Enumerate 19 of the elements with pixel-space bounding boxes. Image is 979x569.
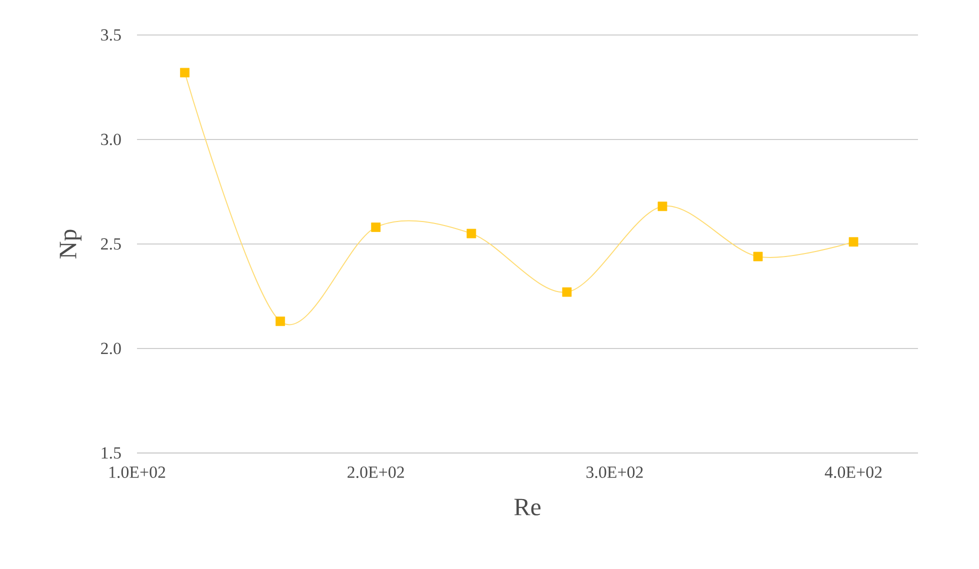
point	[371, 222, 381, 232]
y-axis-title: Np	[60, 230, 82, 258]
point	[276, 316, 286, 326]
y-tick-label: 3.0	[101, 134, 121, 146]
x-tick-label: 1.0E+02	[109, 466, 166, 478]
x-tick-label: 2.0E+02	[348, 466, 404, 478]
y-tick-label: 2.5	[101, 238, 121, 250]
point	[658, 202, 668, 212]
point	[848, 237, 858, 247]
y-tick-label: 3.5	[101, 29, 121, 41]
point	[562, 287, 572, 297]
point	[466, 228, 476, 238]
x-tick-label: 3.0E+02	[586, 466, 643, 478]
y-tick-label: 2.0	[101, 342, 121, 354]
point	[753, 252, 763, 262]
x-axis-title: Re	[514, 498, 540, 516]
y-tick-label: 1.5	[102, 447, 121, 459]
x-tick-label: 4.0E+02	[824, 466, 882, 478]
point	[180, 68, 190, 78]
